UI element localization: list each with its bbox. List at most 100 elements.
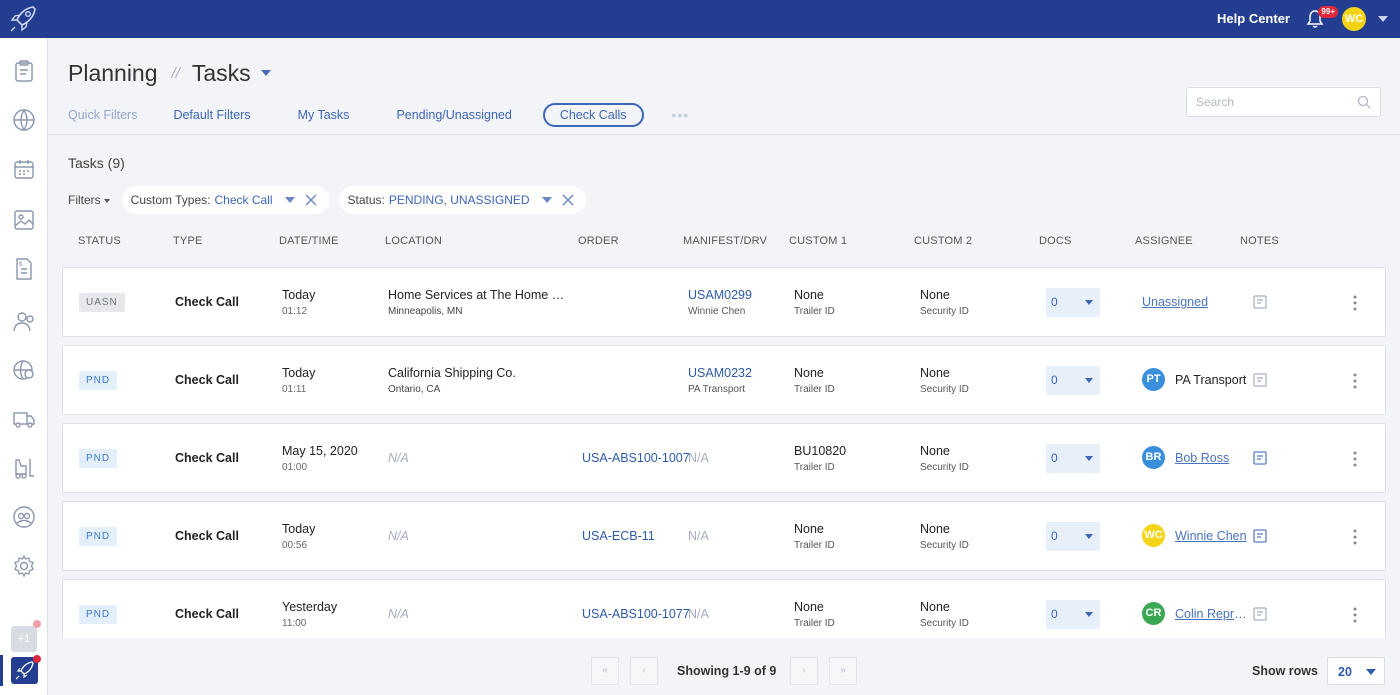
order-link[interactable]: USA-ABS100-1077: [582, 607, 690, 621]
support-icon[interactable]: [12, 505, 36, 529]
docs-dropdown[interactable]: 0: [1046, 600, 1100, 629]
table-row[interactable]: PND Check Call Today 00:56 N/A USA-ECB-1…: [62, 501, 1386, 571]
manifest-link[interactable]: USAM0299: [688, 288, 752, 302]
tab-default-filters[interactable]: Default Filters: [173, 108, 251, 122]
docs-count: 0: [1051, 295, 1058, 309]
add-app-button[interactable]: +1: [11, 626, 37, 652]
chevron-down-icon[interactable]: [541, 197, 552, 203]
column-header-custom1[interactable]: CUSTOM 1: [789, 235, 848, 247]
rows-per-page-value: 20: [1338, 665, 1352, 679]
order-link[interactable]: USA-ABS100-1007: [582, 451, 690, 465]
column-header-location[interactable]: LOCATION: [385, 235, 443, 247]
assignee-link[interactable]: Winnie Chen: [1175, 529, 1247, 543]
globe-icon[interactable]: [12, 108, 36, 132]
location-na: N/A: [388, 607, 409, 621]
task-type: Check Call: [175, 607, 239, 621]
column-header-notes[interactable]: NOTES: [1240, 235, 1279, 247]
table-row[interactable]: PND Check Call May 15, 2020 01:00 N/A US…: [62, 423, 1386, 493]
note-icon[interactable]: [1253, 373, 1267, 387]
order-link[interactable]: USA-ECB-11: [582, 529, 655, 543]
manifest-link[interactable]: USAM0232: [688, 366, 752, 380]
table-row[interactable]: PND Check Call Today 01:11 California Sh…: [62, 345, 1386, 415]
column-header-assignee[interactable]: ASSIGNEE: [1135, 235, 1193, 247]
filters-dropdown[interactable]: Filters: [68, 193, 110, 207]
chevron-down-icon[interactable]: [260, 70, 271, 76]
search-input[interactable]: [1196, 88, 1356, 116]
help-center-link[interactable]: Help Center: [1217, 11, 1290, 26]
clipboard-icon[interactable]: [12, 59, 36, 83]
docs-count: 0: [1051, 373, 1058, 387]
users-icon[interactable]: [12, 310, 36, 334]
column-header-custom2[interactable]: CUSTOM 2: [914, 235, 973, 247]
page-title[interactable]: Planning: [68, 59, 158, 86]
filters-label: Filters: [68, 193, 101, 207]
more-options-icon[interactable]: [1353, 295, 1357, 311]
custom2-value: None: [920, 444, 950, 458]
tab-my-tasks[interactable]: My Tasks: [297, 108, 350, 122]
truck-icon[interactable]: [12, 407, 36, 431]
location-na: N/A: [388, 451, 409, 465]
more-options-icon[interactable]: [1353, 607, 1357, 623]
close-icon[interactable]: [305, 194, 317, 206]
column-header-manifest[interactable]: MANIFEST/DRV: [683, 235, 768, 247]
filter-chip-status[interactable]: Status: PENDING, UNASSIGNED: [338, 186, 586, 214]
docs-count: 0: [1051, 607, 1058, 621]
rocket-logo-icon[interactable]: [6, 2, 40, 36]
bell-icon[interactable]: [1306, 9, 1324, 29]
filter-chip-custom-types[interactable]: Custom Types: Check Call: [121, 186, 329, 214]
assignee-link[interactable]: Colin Repre...: [1175, 607, 1248, 621]
column-header-docs[interactable]: DOCS: [1039, 235, 1072, 247]
column-header-datetime[interactable]: DATE/TIME: [279, 235, 339, 247]
docs-dropdown[interactable]: 0: [1046, 366, 1100, 395]
manifest-na: N/A: [688, 451, 709, 465]
chevron-down-icon[interactable]: [284, 197, 295, 203]
column-header-type[interactable]: TYPE: [173, 235, 203, 247]
app-notification-dot: [33, 655, 41, 663]
docs-dropdown[interactable]: 0: [1046, 522, 1100, 551]
last-page-button[interactable]: »: [829, 657, 857, 685]
manifest-na: N/A: [688, 607, 709, 621]
docs-dropdown[interactable]: 0: [1046, 288, 1100, 317]
globe-clock-icon[interactable]: [12, 358, 36, 382]
column-header-status[interactable]: STATUS: [78, 235, 121, 247]
more-tabs-icon[interactable]: •••: [671, 107, 690, 123]
more-options-icon[interactable]: [1353, 451, 1357, 467]
gear-icon[interactable]: [12, 554, 36, 578]
note-icon[interactable]: [1253, 607, 1267, 621]
user-avatar[interactable]: WC: [1342, 7, 1366, 31]
search-icon[interactable]: [1357, 95, 1371, 109]
note-icon[interactable]: [1253, 529, 1267, 543]
rocket-app-icon[interactable]: [11, 657, 38, 684]
rows-per-page-select[interactable]: 20: [1327, 657, 1385, 685]
image-icon[interactable]: [12, 208, 36, 232]
page-subtitle[interactable]: Tasks: [191, 59, 251, 86]
first-page-button[interactable]: «: [591, 657, 619, 685]
column-header-order[interactable]: ORDER: [578, 235, 619, 247]
avatar: WC: [1142, 524, 1165, 547]
docs-dropdown[interactable]: 0: [1046, 444, 1100, 473]
more-options-icon[interactable]: [1353, 529, 1357, 545]
custom1-label: Trailer ID: [794, 384, 835, 395]
prev-page-button[interactable]: ‹: [630, 657, 658, 685]
task-date: Yesterday: [282, 600, 338, 614]
more-options-icon[interactable]: [1353, 373, 1357, 389]
calendar-icon[interactable]: [12, 157, 36, 181]
assignee-link[interactable]: Unassigned: [1142, 295, 1209, 309]
next-page-button[interactable]: ›: [790, 657, 818, 685]
tasks-count: Tasks (9): [68, 155, 125, 171]
forklift-icon[interactable]: [12, 456, 36, 480]
task-type: Check Call: [175, 295, 239, 309]
table-row[interactable]: UASN Check Call Today 01:12 Home Service…: [62, 267, 1386, 337]
table-row[interactable]: PND Check Call Yesterday 11:00 N/A USA-A…: [62, 579, 1386, 649]
note-icon[interactable]: [1253, 451, 1267, 465]
note-icon[interactable]: [1253, 295, 1267, 309]
tab-check-calls[interactable]: Check Calls: [542, 103, 644, 127]
close-icon[interactable]: [562, 194, 574, 206]
custom2-label: Security ID: [920, 306, 969, 317]
user-menu-chevron-down-icon[interactable]: [1378, 16, 1388, 22]
task-date: Today: [282, 522, 316, 536]
assignee-link[interactable]: Bob Ross: [1175, 451, 1230, 465]
tab-pending-unassigned[interactable]: Pending/Unassigned: [396, 108, 512, 122]
invoice-icon[interactable]: $: [12, 257, 36, 281]
task-date: Today: [282, 288, 316, 302]
